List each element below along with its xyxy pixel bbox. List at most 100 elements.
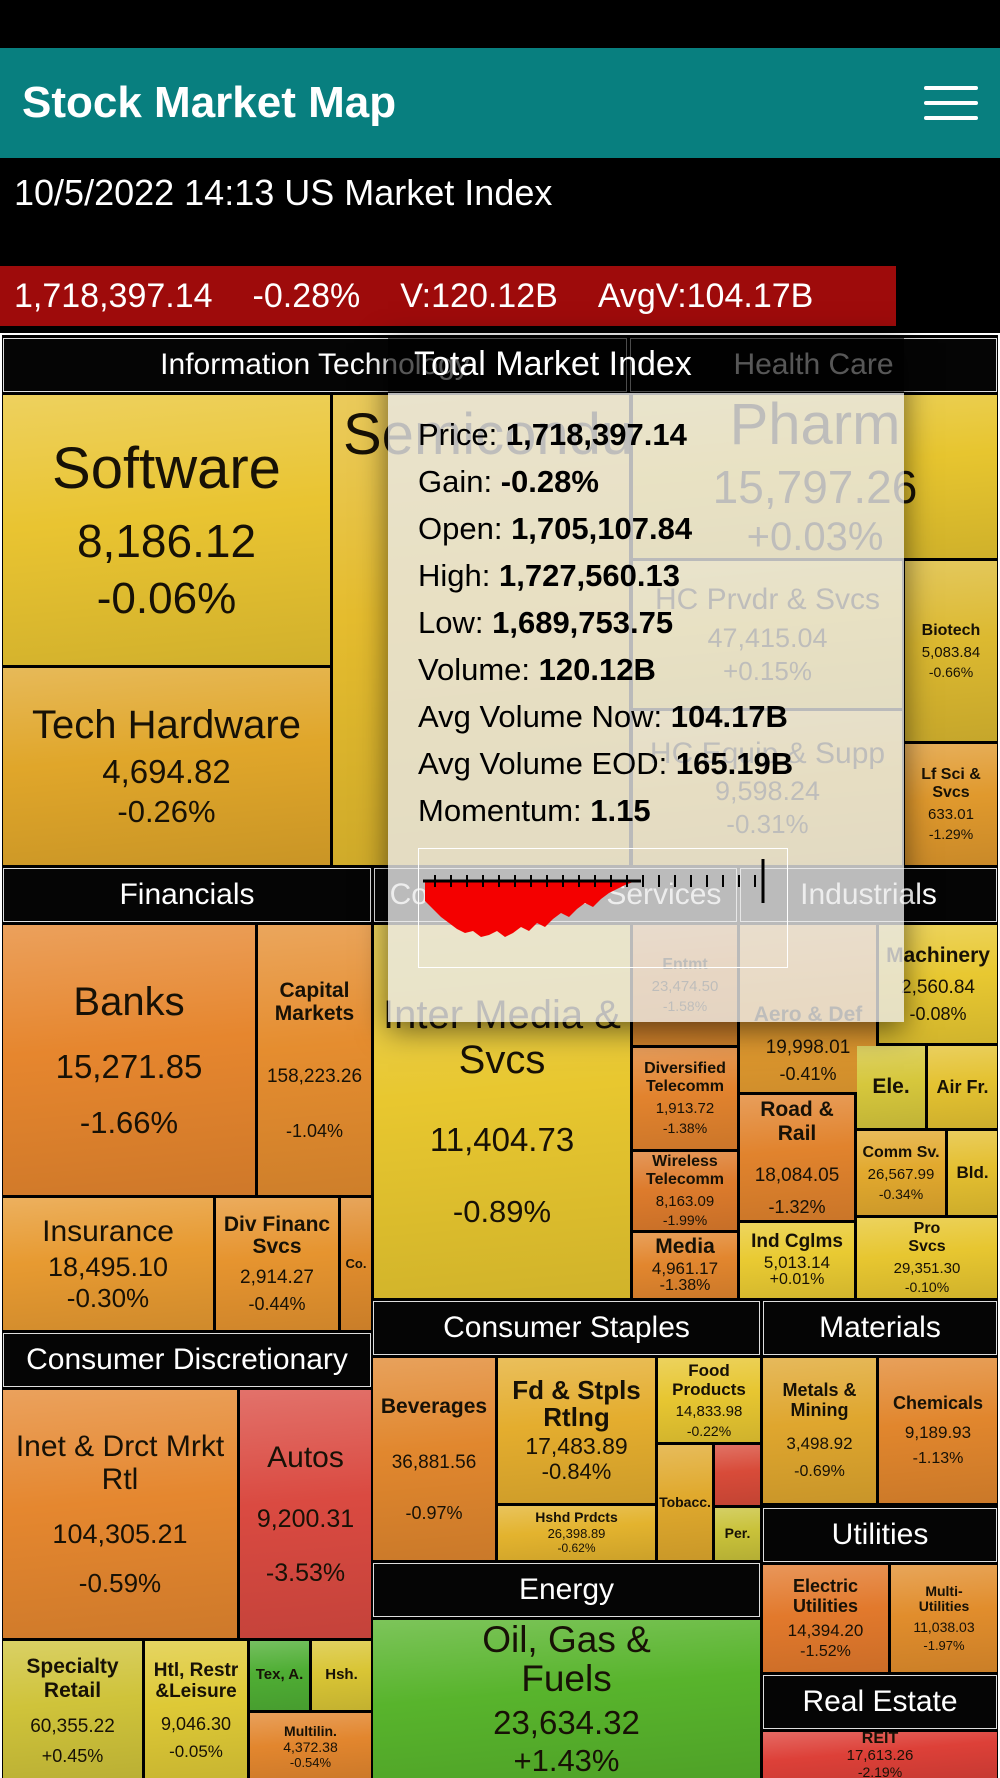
tile-pro-svcs[interactable]: Pro Svcs 29,351.30 -0.10% [857, 1218, 997, 1298]
tile-fd-stpls-rtlng[interactable]: Fd & Stpls Rtlng 17,483.89 -0.84% [498, 1358, 655, 1503]
tile-hsh-durables[interactable]: Hsh. [312, 1641, 371, 1710]
tile-value: 4,694.82 [102, 753, 231, 791]
tile-change: -0.44% [248, 1294, 306, 1315]
tile-autos[interactable]: Autos 9,200.31 -3.53% [240, 1390, 371, 1638]
tile-label: Software [52, 436, 281, 502]
tile-multi-utilities[interactable]: Multi-Utilities 11,038.03 -1.97% [891, 1565, 997, 1672]
tile-change: -0.34% [878, 1185, 924, 1202]
tile-change: -1.38% [659, 1277, 711, 1295]
tile-electric-utilities[interactable]: Electric Utilities 14,394.20 -1.52% [763, 1565, 888, 1672]
tile-tobacco[interactable]: Tobacc. [658, 1445, 712, 1560]
tile-label: Inet & Drct Mrkt Rtl [15, 1429, 225, 1497]
tile-change: -1.99% [662, 1212, 708, 1229]
tile-change: -1.66% [79, 1104, 179, 1140]
date-market-line: 10/5/2022 14:13 US Market Index [14, 172, 552, 214]
tile-change: -0.05% [169, 1742, 223, 1762]
hamburger-menu-icon[interactable] [924, 86, 978, 120]
momentum-sparkline [418, 848, 788, 968]
tile-specialty-retail[interactable]: Specialty Retail 60,355.22 +0.45% [3, 1641, 142, 1778]
tile-value: 9,046.30 [160, 1714, 232, 1735]
tile-change: -0.62% [557, 1541, 596, 1556]
tile-change: -0.41% [779, 1063, 837, 1084]
tile-hshd-prdcts[interactable]: Hshd Prdcts 26,398.89 -0.62% [498, 1506, 655, 1560]
tile-change: -0.06% [96, 573, 237, 623]
tile-food-products[interactable]: Food Products 14,833.98 -0.22% [658, 1358, 760, 1442]
total-market-index-popup[interactable]: Total Market Index Price: 1,718,397.14 G… [388, 335, 904, 1022]
tile-value: 15,271.85 [55, 1047, 203, 1085]
sector-header-materials: Materials [763, 1301, 997, 1355]
tile-reit[interactable]: REIT 17,613.26 -2.19% [763, 1732, 997, 1778]
tile-value: 1,913.72 [655, 1100, 715, 1118]
tile-wireless-telecomm[interactable]: Wireless Telecomm 8,163.09 -1.99% [633, 1152, 737, 1230]
tile-label: Tech Hardware [31, 703, 301, 748]
tile-beverages[interactable]: Beverages 36,881.56 -0.97% [373, 1358, 495, 1560]
popup-field-open: Open: 1,705,107.84 [418, 510, 693, 546]
tile-label: Capital Markets [274, 978, 355, 1026]
tile-software[interactable]: Software 8,186.12 -0.06% [3, 395, 330, 665]
tile-label: Electric Utilities [792, 1575, 859, 1617]
tile-label: Ind Cglms [751, 1230, 843, 1252]
tile-htl-restr-leisure[interactable]: Htl, Restr &Leisure 9,046.30 -0.05% [145, 1641, 247, 1778]
popup-title[interactable]: Total Market Index [388, 335, 904, 393]
tile-air-freight[interactable]: Air Fr. [928, 1046, 997, 1128]
index-ticker-bar[interactable]: 1,718,397.14 -0.28% V:120.12B AvgV:104.1… [0, 266, 896, 326]
sector-header-consumer-discretionary: Consumer Discretionary [3, 1333, 371, 1387]
tile-change: -0.26% [117, 794, 216, 830]
tile-value: 17,613.26 [846, 1747, 914, 1765]
tile-label: Lf Sci & Svcs [921, 766, 981, 802]
tile-value: 104,305.21 [52, 1518, 188, 1549]
tile-diversified-telecomm[interactable]: Diversified Telecomm 1,913.72 -1.38% [633, 1048, 737, 1149]
tile-value: 11,404.73 [429, 1121, 575, 1159]
tile-label: Specialty Retail [26, 1655, 119, 1702]
tile-label: Beverages [380, 1394, 488, 1418]
tile-consumer-finance[interactable]: Co. [341, 1198, 371, 1330]
tile-div-financ-svcs[interactable]: Div Financ Svcs 2,914.27 -0.44% [216, 1198, 338, 1330]
tile-ind-cglms[interactable]: Ind Cglms 5,013.14 +0.01% [740, 1223, 854, 1298]
tile-chemicals[interactable]: Chemicals 9,189.93 -1.13% [879, 1358, 997, 1503]
tile-oil-gas-fuels[interactable]: Oil, Gas & Fuels 23,634.32 +1.43% [373, 1620, 760, 1778]
tile-road-rail[interactable]: Road & Rail 18,084.05 -1.32% [740, 1095, 854, 1220]
tile-comm-services-supplies[interactable]: Comm Sv. 26,567.99 -0.34% [857, 1131, 945, 1215]
tile-multiline-retail[interactable]: Multilin. 4,372.38 -0.54% [250, 1713, 371, 1778]
tile-electrical-equip[interactable]: Ele. [857, 1046, 925, 1128]
tile-media[interactable]: Media 4,961.17 -1.38% [633, 1233, 737, 1298]
tile-change: -1.04% [285, 1121, 344, 1142]
ticker-avg-volume: AvgV:104.17B [597, 276, 814, 315]
tile-value: 4,961.17 [651, 1258, 719, 1278]
tile-textiles-apparel[interactable]: Tex, A. [250, 1641, 309, 1710]
tile-personal-products[interactable]: Per. [715, 1508, 760, 1560]
tile-change: -1.97% [923, 1637, 965, 1653]
tile-value: 14,833.98 [675, 1402, 743, 1420]
tile-label: Bld. [956, 1163, 989, 1183]
tile-value: 18,084.05 [754, 1165, 840, 1187]
tile-building-products[interactable]: Bld. [948, 1131, 997, 1215]
tile-label: Banks [73, 979, 185, 1024]
tile-label: Oil, Gas & Fuels [482, 1620, 651, 1699]
tile-lf-sci-svcs[interactable]: Lf Sci & Svcs 633.01 -1.29% [905, 744, 997, 865]
tile-value: 19,998.01 [765, 1036, 851, 1058]
tile-label: Comm Sv. [862, 1143, 940, 1161]
tile-metals-mining[interactable]: Metals & Mining 3,498.92 -0.69% [763, 1358, 876, 1503]
tile-change: -1.52% [800, 1643, 851, 1661]
tile-label: Biotech [921, 621, 981, 639]
sector-header-consumer-staples: Consumer Staples [373, 1301, 760, 1355]
tile-label: Hshd Prdcts [535, 1509, 618, 1526]
tile-unlabeled-red[interactable] [715, 1445, 760, 1505]
tile-biotech[interactable]: Biotech 5,083.84 -0.66% [905, 561, 997, 741]
popup-field-price: Price: 1,718,397.14 [418, 416, 687, 452]
tile-change: -1.29% [928, 825, 974, 842]
tile-value: 9,200.31 [256, 1504, 355, 1533]
tile-change: -1.38% [662, 1119, 708, 1136]
sector-header-energy: Energy [373, 1563, 760, 1617]
tile-label: Road & Rail [760, 1098, 834, 1145]
tile-inet-drct-mrkt-rtl[interactable]: Inet & Drct Mrkt Rtl 104,305.21 -0.59% [3, 1390, 237, 1638]
tile-label: Media [655, 1234, 715, 1258]
tile-value: 11,038.03 [913, 1619, 975, 1636]
tile-label: Ele. [872, 1075, 910, 1099]
popup-body: Price: 1,718,397.14 Gain: -0.28% Open: 1… [388, 393, 904, 1022]
tile-banks[interactable]: Banks 15,271.85 -1.66% [3, 925, 255, 1195]
tile-insurance[interactable]: Insurance 18,495.10 -0.30% [3, 1198, 213, 1330]
time-ticks [434, 875, 756, 887]
tile-tech-hardware[interactable]: Tech Hardware 4,694.82 -0.26% [3, 668, 330, 865]
tile-capital-markets[interactable]: Capital Markets 158,223.26 -1.04% [258, 925, 371, 1195]
